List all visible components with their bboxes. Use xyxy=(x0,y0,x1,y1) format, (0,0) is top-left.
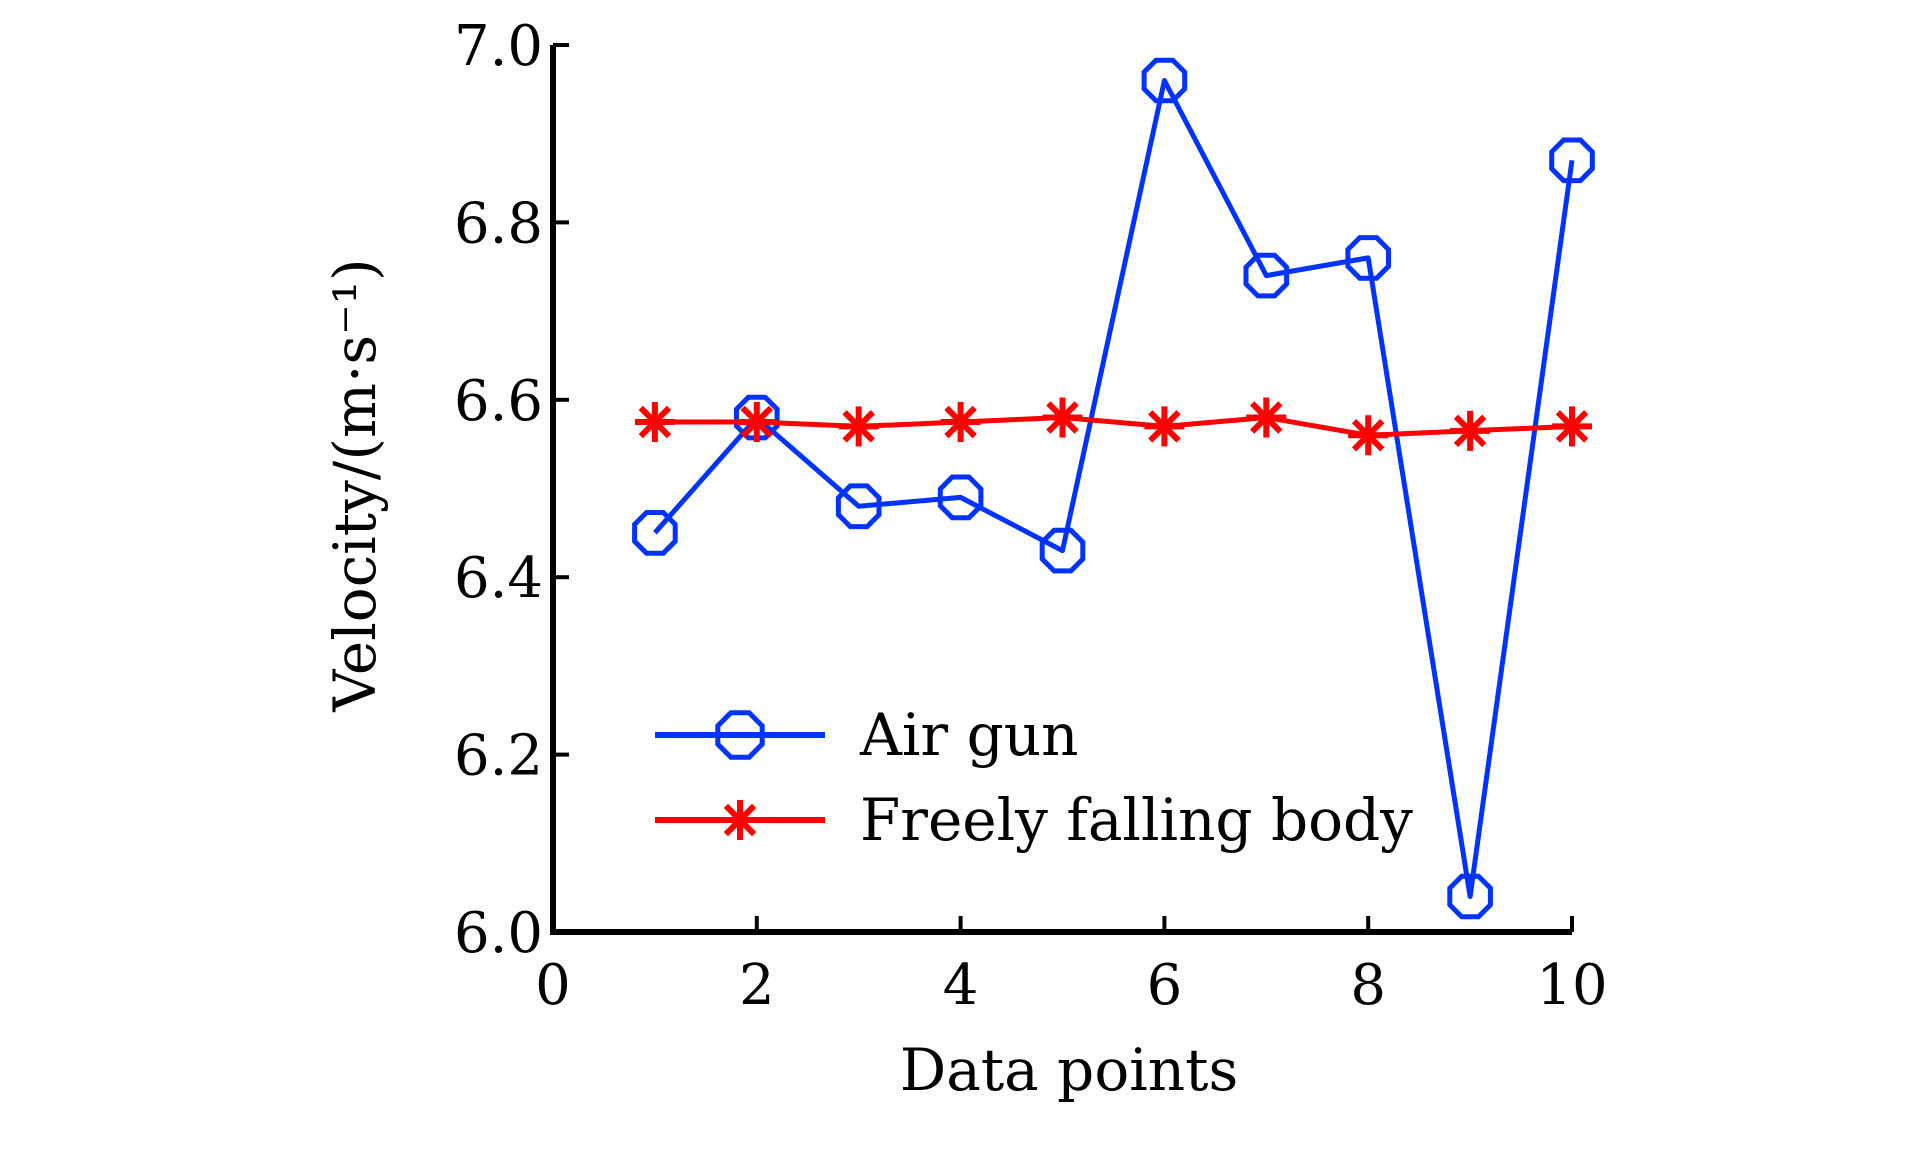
asterisk-stroke xyxy=(1148,410,1181,443)
x-tick-label: 6 xyxy=(1147,953,1183,1018)
asterisk-stroke xyxy=(944,405,977,439)
data-point xyxy=(1345,235,1391,281)
asterisk-stroke xyxy=(1046,401,1079,434)
x-tick-label: 2 xyxy=(739,953,775,1018)
data-point xyxy=(1552,406,1592,447)
x-tick-label: 8 xyxy=(1350,953,1386,1018)
data-point xyxy=(937,474,984,521)
tick-labels: 0 2 4 6 8 10 6.0 6.2 6.4 6.6 6.8 7.0 xyxy=(454,14,1608,1018)
asterisk-stroke xyxy=(1351,419,1385,452)
legend: Air gun Freely falling body xyxy=(655,701,1413,854)
asterisk-stroke xyxy=(1250,401,1283,434)
plot-area xyxy=(632,57,1595,920)
series-line xyxy=(654,415,1573,438)
data-point xyxy=(1141,57,1188,104)
data-point xyxy=(1243,252,1290,299)
series-freely-falling-body xyxy=(634,397,1592,456)
legend-entry: Freely falling body xyxy=(655,786,1413,854)
x-tick-label: 10 xyxy=(1536,953,1607,1018)
y-tick-label: 7.0 xyxy=(454,14,543,79)
legend-label: Air gun xyxy=(859,701,1078,769)
data-point xyxy=(1549,137,1595,184)
data-point xyxy=(835,483,882,530)
asterisk-stroke xyxy=(842,410,875,443)
y-tick-label: 6.6 xyxy=(454,369,543,434)
y-axis-label: Velocity/(m·s⁻¹) xyxy=(321,258,389,712)
y-tick-label: 6.0 xyxy=(454,901,543,966)
data-point xyxy=(1039,527,1086,574)
data-point xyxy=(940,401,981,442)
legend-entry: Air gun xyxy=(655,701,1078,769)
data-point xyxy=(1042,397,1083,438)
asterisk-stroke xyxy=(723,803,757,837)
series-line xyxy=(653,78,1575,899)
asterisk-stroke xyxy=(638,405,672,439)
data-point xyxy=(1450,410,1491,451)
data-point xyxy=(1447,873,1493,920)
data-point xyxy=(1246,397,1287,438)
data-point xyxy=(1144,406,1185,447)
data-point xyxy=(634,401,675,442)
asterisk-stroke xyxy=(1555,410,1589,443)
axes xyxy=(550,43,1574,935)
legend-marker xyxy=(720,800,760,840)
x-axis-label: Data points xyxy=(900,1036,1238,1104)
y-tick-label: 6.2 xyxy=(454,724,543,789)
legend-marker xyxy=(715,710,765,760)
data-point xyxy=(838,406,879,447)
y-tick-label: 6.8 xyxy=(454,191,543,256)
legend-label: Freely falling body xyxy=(860,786,1413,854)
asterisk-stroke xyxy=(740,405,774,439)
x-tick-label: 0 xyxy=(535,953,571,1018)
x-tick-label: 4 xyxy=(943,953,979,1018)
asterisk-stroke xyxy=(1453,414,1487,448)
y-tick-label: 6.4 xyxy=(454,546,543,611)
data-point xyxy=(632,510,678,556)
data-point xyxy=(736,401,777,442)
data-point xyxy=(1348,415,1389,456)
